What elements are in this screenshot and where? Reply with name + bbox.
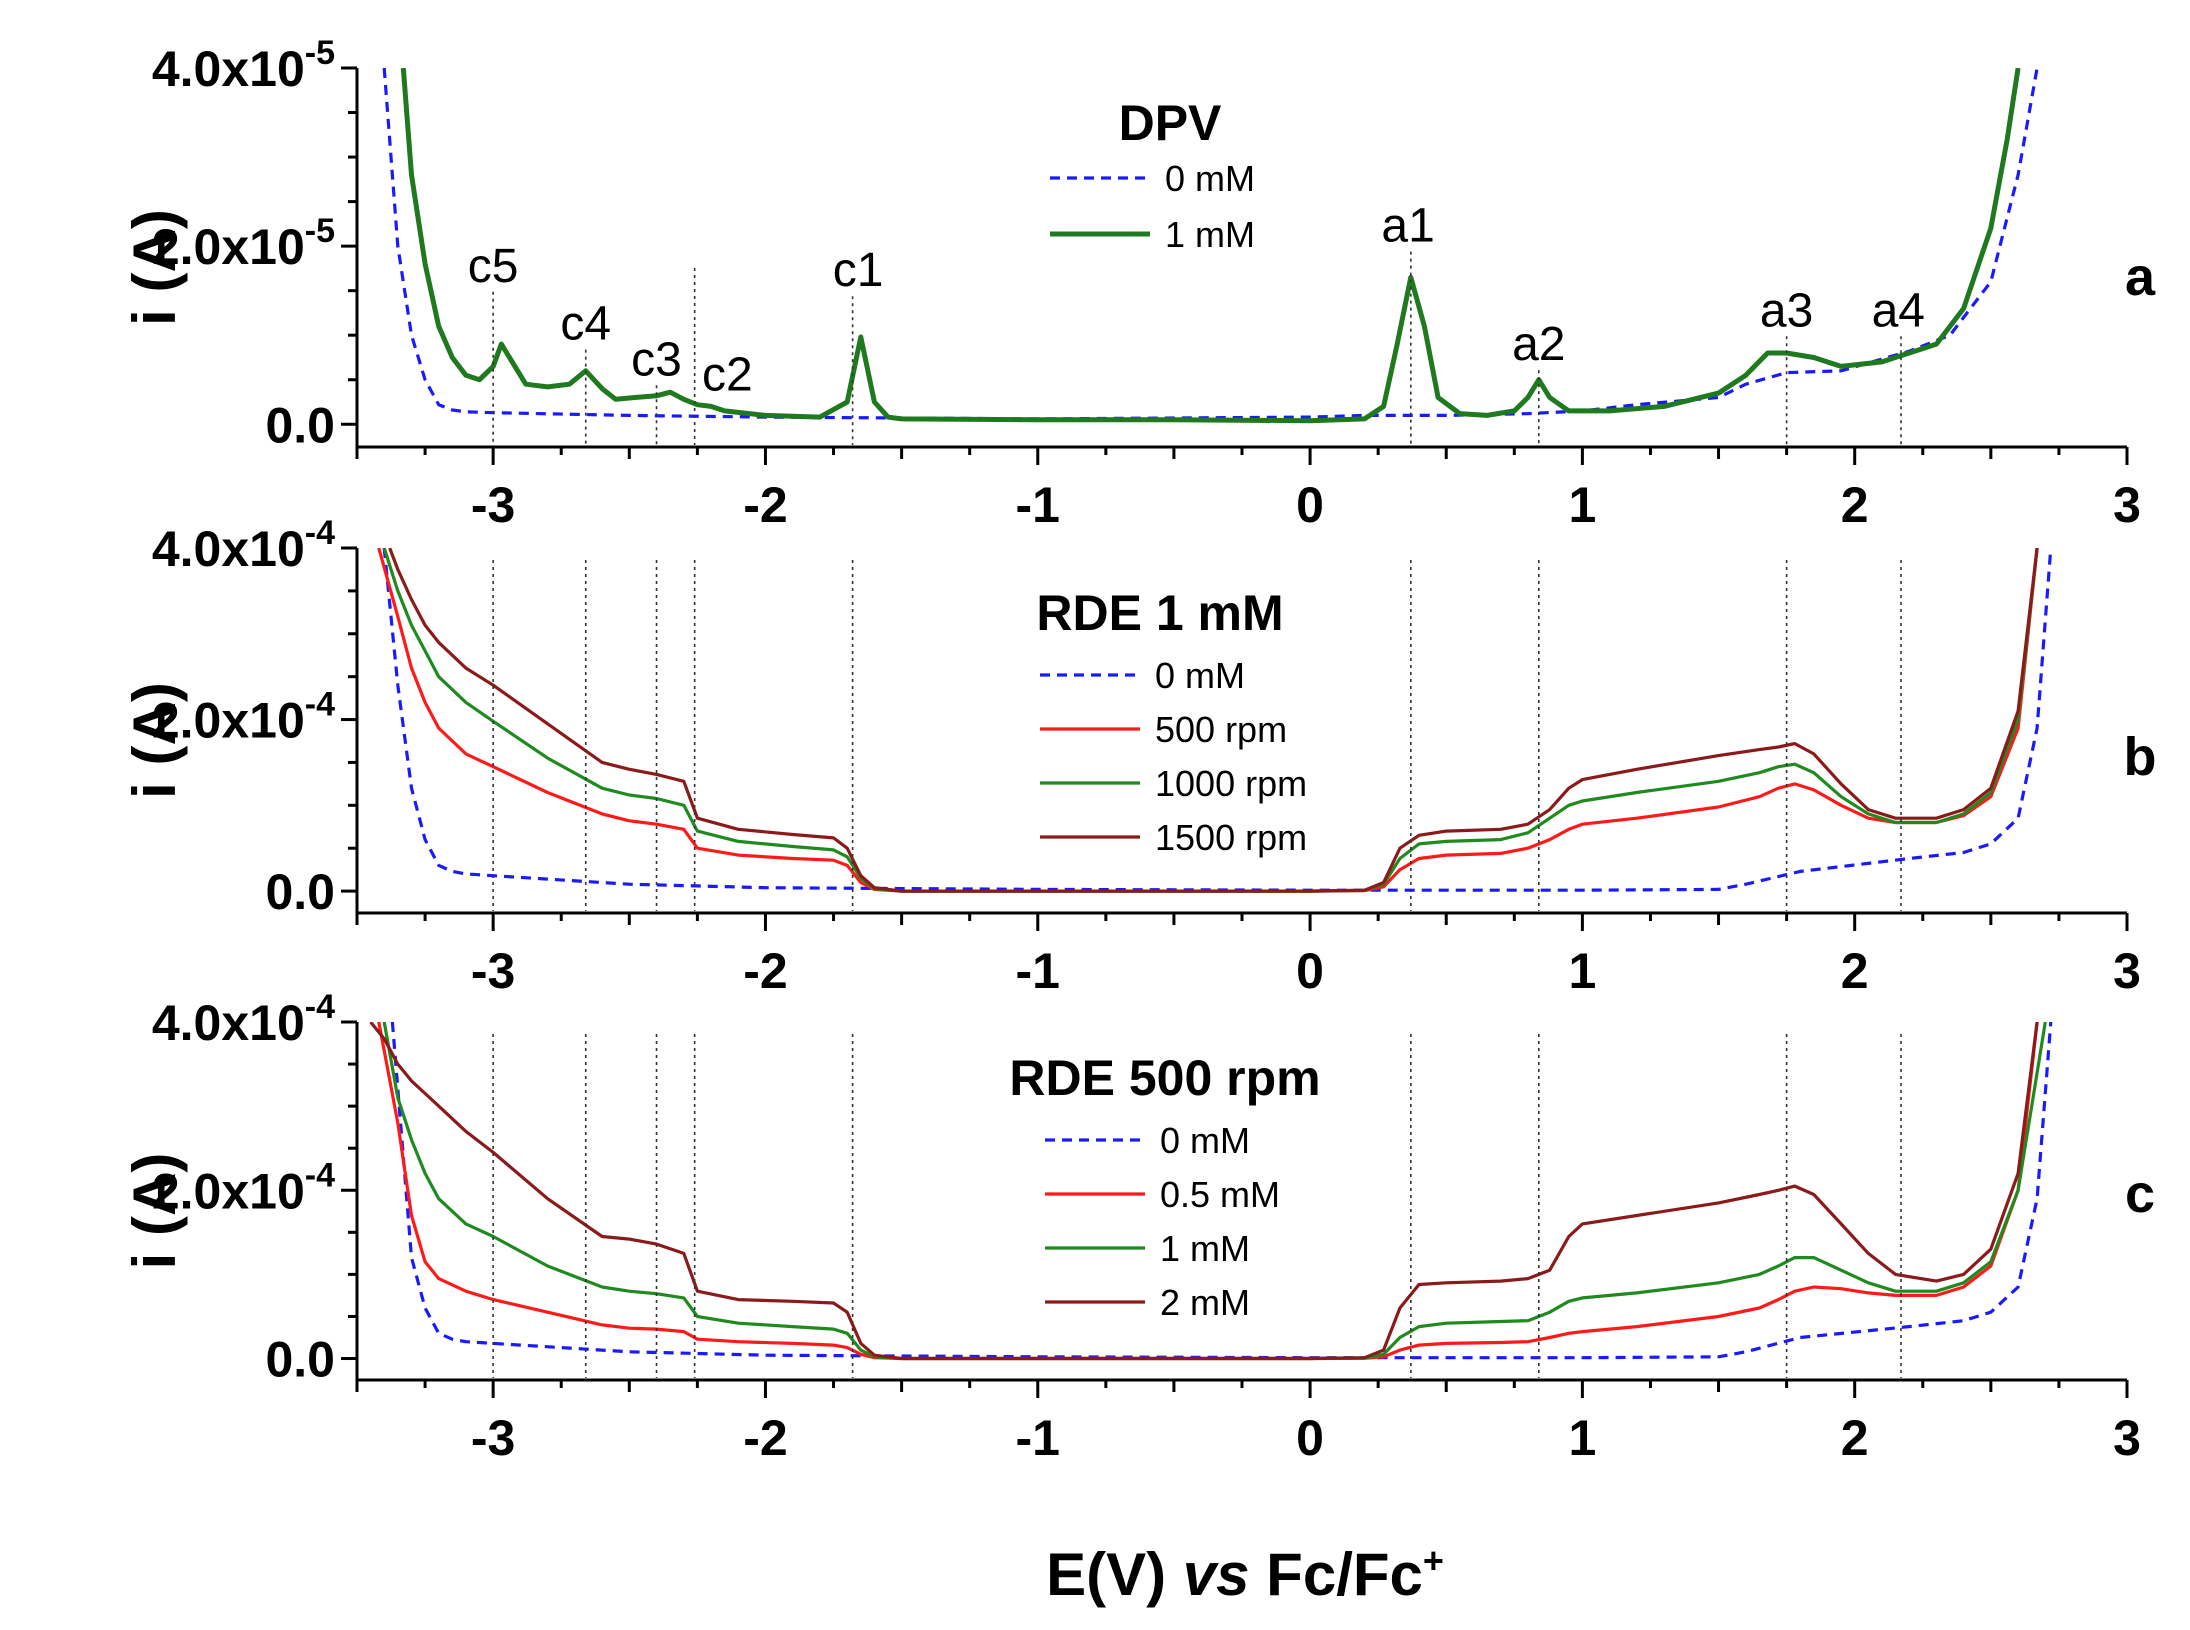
series-line-2-mm <box>369 1022 2039 1361</box>
x-axis-title: E(V) vs Fc/Fc+ <box>1046 1540 1444 1608</box>
y-tick-label: 0.0 <box>265 397 335 453</box>
series-line-1-mm <box>400 68 2021 424</box>
x-tick-label: 2 <box>1841 1410 1869 1466</box>
y-tick-exponent: -4 <box>305 988 335 1026</box>
panel-letter: a <box>2125 247 2156 307</box>
y-tick-label: 0.0 <box>265 864 335 920</box>
x-tick-label: 0 <box>1296 943 1324 999</box>
series-line-1500-rpm <box>388 548 2039 893</box>
peak-label-c3: c3 <box>631 333 682 386</box>
y-tick-label: 4.0x10-4 <box>152 988 335 1051</box>
x-tick-label: 1 <box>1568 477 1596 533</box>
peak-label-c4: c4 <box>560 298 611 351</box>
x-tick-label: -1 <box>1016 477 1060 533</box>
panel-b: 0.02.0x10-44.0x10-4-3 -2 -1 0 1 2 3i (A)RDE 1 … <box>121 514 2157 999</box>
x-tick-label: -3 <box>471 1410 515 1466</box>
x-tick-label: 1 <box>1568 943 1596 999</box>
x-tick-label: -2 <box>743 477 787 533</box>
peak-label-a1: a1 <box>1381 200 1434 253</box>
peak-label-c2: c2 <box>702 348 753 401</box>
x-tick-label: 1 <box>1568 1410 1596 1466</box>
peak-label-a4: a4 <box>1872 284 1925 337</box>
x-tick-label: -3 <box>471 477 515 533</box>
x-tick-label: 3 <box>2113 943 2141 999</box>
y-tick-label: 0.0 <box>265 1332 335 1388</box>
series-line-1-mm <box>382 1022 2047 1361</box>
legend-label: 0.5 mM <box>1160 1174 1280 1215</box>
panel-title: DPV <box>1119 95 1222 151</box>
y-tick-mantissa: 4.0x10 <box>152 41 305 97</box>
x-tick-label: -1 <box>1016 1410 1060 1466</box>
x-tick-label: 2 <box>1841 943 1869 999</box>
x-axis-title-sup: + <box>1423 1540 1444 1581</box>
y-tick-mantissa: 4.0x10 <box>152 521 305 577</box>
peak-label-a2: a2 <box>1512 318 1565 371</box>
y-tick-mantissa: 2.0x10 <box>152 693 305 749</box>
reference-lines <box>492 251 1902 1378</box>
y-axis-title: i (A) <box>121 209 188 326</box>
y-tick-mantissa: 0.0 <box>265 1332 335 1388</box>
x-tick-label: 3 <box>2113 477 2141 533</box>
x-tick-label: 0 <box>1296 1410 1324 1466</box>
x-axis-title-suffix: Fc/Fc <box>1250 1541 1423 1608</box>
series-group <box>369 1022 2053 1361</box>
x-tick-label: -2 <box>743 1410 787 1466</box>
x-tick-label: 3 <box>2113 1410 2141 1466</box>
panel-c: 0.02.0x10-44.0x10-4-3 -2 -1 0 1 2 3i (A)RDE 50… <box>121 988 2155 1466</box>
peak-label-c1: c1 <box>833 244 884 297</box>
legend-label: 500 rpm <box>1155 709 1287 750</box>
y-tick-exponent: -5 <box>305 212 335 250</box>
legend-label: 1 mM <box>1160 1228 1250 1269</box>
y-tick-label: 2.0x10-5 <box>152 212 335 275</box>
legend-label: 1500 rpm <box>1155 817 1307 858</box>
y-tick-mantissa: 2.0x10 <box>152 1163 305 1219</box>
y-tick-mantissa: 2.0x10 <box>152 219 305 275</box>
legend-label: 2 mM <box>1160 1282 1250 1323</box>
y-tick-label: 4.0x10-4 <box>152 514 335 577</box>
y-tick-label: 2.0x10-4 <box>152 686 335 749</box>
y-tick-mantissa: 0.0 <box>265 397 335 453</box>
series-group <box>382 68 2039 424</box>
x-axis-title-italic: vs <box>1183 1541 1250 1608</box>
y-tick-mantissa: 4.0x10 <box>152 995 305 1051</box>
y-tick-mantissa: 0.0 <box>265 864 335 920</box>
y-tick-exponent: -4 <box>305 514 335 552</box>
x-tick-label: -3 <box>471 943 515 999</box>
x-tick-label: 2 <box>1841 477 1869 533</box>
series-group <box>377 548 2053 893</box>
panel-title: RDE 1 mM <box>1036 585 1283 641</box>
panel-letter: c <box>2125 1164 2155 1224</box>
x-tick-label: -2 <box>743 943 787 999</box>
y-tick-exponent: -4 <box>305 1156 335 1194</box>
y-axis-title: i (A) <box>121 1153 188 1270</box>
y-tick-exponent: -4 <box>305 686 335 724</box>
legend-label: 0 mM <box>1165 158 1255 199</box>
x-tick-label: 0 <box>1296 477 1324 533</box>
panel-title: RDE 500 rpm <box>1009 1050 1320 1106</box>
legend-label: 1 mM <box>1165 214 1255 255</box>
legend-label: 1000 rpm <box>1155 763 1307 804</box>
y-tick-label: 2.0x10-4 <box>152 1156 335 1219</box>
legend-label: 0 mM <box>1160 1120 1250 1161</box>
y-tick-label: 4.0x10-5 <box>152 34 335 97</box>
y-axis-title: i (A) <box>121 682 188 799</box>
x-tick-label: -1 <box>1016 943 1060 999</box>
peak-label-a3: a3 <box>1760 284 1813 337</box>
legend-label: 0 mM <box>1155 655 1245 696</box>
x-axis-title-prefix: E(V) <box>1046 1541 1183 1608</box>
panel-letter: b <box>2124 727 2157 787</box>
y-tick-exponent: -5 <box>305 34 335 72</box>
peak-label-c5: c5 <box>468 240 519 293</box>
